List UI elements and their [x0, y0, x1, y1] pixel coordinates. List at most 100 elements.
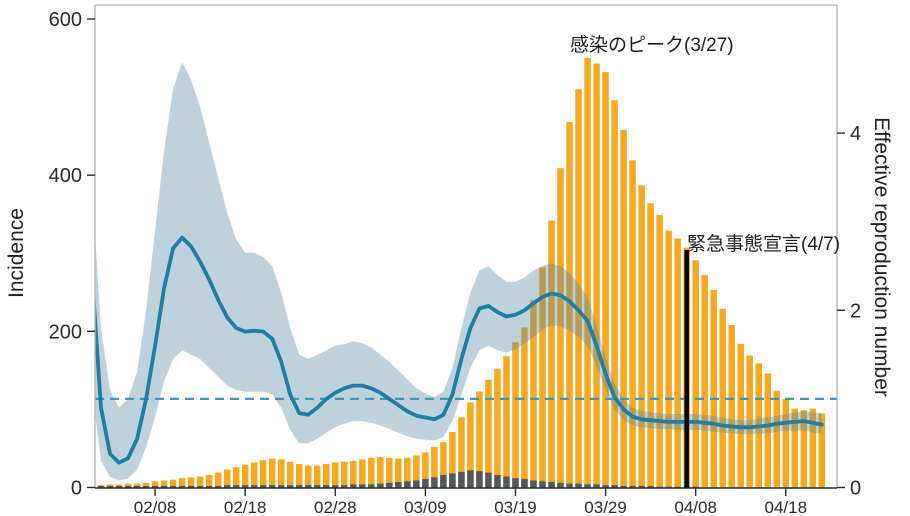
dark-incidence-bar — [584, 484, 591, 488]
incidence-bar — [422, 452, 429, 488]
dark-incidence-bar — [494, 475, 501, 488]
dark-incidence-bar — [178, 485, 186, 488]
incidence-bar — [548, 220, 555, 488]
incidence-bar — [647, 203, 654, 488]
x-tick-label: 04/18 — [764, 498, 807, 516]
incidence-bar — [611, 100, 618, 488]
incidence-bar — [602, 72, 609, 488]
plot-area — [95, 58, 837, 488]
incidence-bar — [692, 260, 699, 488]
incidence-bar — [485, 379, 492, 488]
rt-line — [95, 235, 824, 465]
incidence-bar — [701, 275, 708, 488]
dark-incidence-bar — [368, 484, 375, 488]
left-axis-ticks: 0 200 400 600 — [49, 9, 95, 500]
dark-incidence-bar — [503, 476, 510, 488]
dark-incidence-bar — [458, 471, 465, 488]
dark-incidence-bar — [602, 485, 609, 488]
incidence-bar — [341, 461, 348, 488]
incidence-bar — [187, 477, 195, 488]
incidence-bar — [205, 475, 213, 488]
incidence-bar — [746, 355, 753, 488]
incidence-bar — [350, 460, 357, 488]
incidence-bar — [593, 63, 600, 488]
x-tick-label: 03/29 — [584, 498, 627, 516]
dark-incidence-bar — [160, 485, 168, 488]
incidence-bar — [241, 464, 249, 488]
incidence-bar — [620, 129, 627, 488]
dark-incidence-bar — [295, 485, 303, 488]
incidence-bar — [494, 368, 501, 488]
dark-incidence-bar — [422, 478, 429, 488]
x-tick-label: 04/08 — [674, 498, 717, 516]
dark-incidence-bar — [593, 484, 600, 488]
dark-incidence-bar — [232, 485, 240, 488]
incidence-bar — [449, 432, 456, 488]
dark-incidence-bar — [151, 485, 159, 488]
dark-incidence-bar — [124, 485, 132, 488]
right-axis-title: Effective reproduction number — [870, 117, 893, 397]
dark-incidence-bar — [359, 484, 366, 488]
dark-incidence-bar — [142, 485, 150, 488]
incidence-bar — [196, 476, 204, 488]
dark-incidence-bar — [187, 485, 195, 488]
incidence-bar — [575, 89, 582, 488]
dark-incidence-bar — [431, 477, 438, 488]
dark-incidence-bar — [377, 483, 384, 488]
annotation-state-of-emergency: 緊急事態宣言(4/7) — [687, 234, 841, 255]
incidence-bar — [521, 327, 528, 488]
right-tick-label: 0 — [850, 478, 861, 500]
incidence-bar — [413, 455, 420, 488]
incidence-bar — [395, 458, 402, 488]
dark-incidence-bar — [250, 485, 258, 488]
incidence-bar — [638, 185, 645, 488]
left-tick-label: 600 — [49, 9, 82, 31]
incidence-bar — [124, 483, 132, 488]
incidence-bar — [259, 460, 267, 488]
dark-incidence-bar — [539, 481, 546, 488]
dark-incidence-bar — [449, 473, 456, 488]
dark-incidence-bar — [566, 483, 573, 488]
x-tick-label: 02/28 — [314, 498, 357, 516]
incidence-bar — [566, 122, 573, 488]
dark-incidence-bar — [286, 485, 294, 488]
incidence-bar — [431, 446, 438, 488]
incidence-bar — [530, 300, 537, 488]
dark-incidence-bar — [106, 485, 114, 488]
dark-incidence-bar — [223, 485, 231, 488]
incidence-bar — [377, 457, 384, 488]
incidence-bar — [503, 356, 510, 488]
incidence-bar — [169, 479, 177, 488]
incidence-bar — [440, 442, 447, 488]
dark-incidence-bar — [575, 483, 582, 488]
incidence-bar — [728, 325, 735, 488]
incidence-dark-bars-group — [97, 470, 699, 488]
dark-incidence-bar — [259, 485, 267, 488]
dark-incidence-bar — [440, 475, 447, 488]
incidence-bar — [476, 391, 483, 488]
dark-incidence-bar — [97, 485, 105, 488]
dark-incidence-bar — [277, 485, 285, 488]
incidence-bar — [359, 459, 366, 488]
dark-incidence-bar — [638, 485, 645, 488]
incidence-bar — [314, 465, 321, 488]
incidence-bar — [268, 458, 276, 488]
dark-incidence-bar — [557, 482, 564, 488]
dark-incidence-bar — [314, 485, 321, 488]
incidence-bar — [142, 482, 150, 488]
incidence-bar — [323, 464, 330, 488]
dark-incidence-bar — [205, 485, 213, 488]
annotation-infection-peak: 感染のピーク(3/27) — [570, 35, 734, 56]
x-tick-label: 02/18 — [224, 498, 267, 516]
dark-incidence-bar — [485, 472, 492, 488]
dark-incidence-bar — [304, 485, 312, 488]
left-axis-title: Incidence — [5, 208, 28, 298]
incidence-bar — [557, 168, 564, 488]
incidence-bar — [404, 457, 411, 488]
incidence-bar — [232, 467, 240, 488]
dark-incidence-bar — [548, 482, 555, 488]
dark-incidence-bar — [341, 485, 348, 488]
right-tick-label: 4 — [850, 123, 861, 145]
